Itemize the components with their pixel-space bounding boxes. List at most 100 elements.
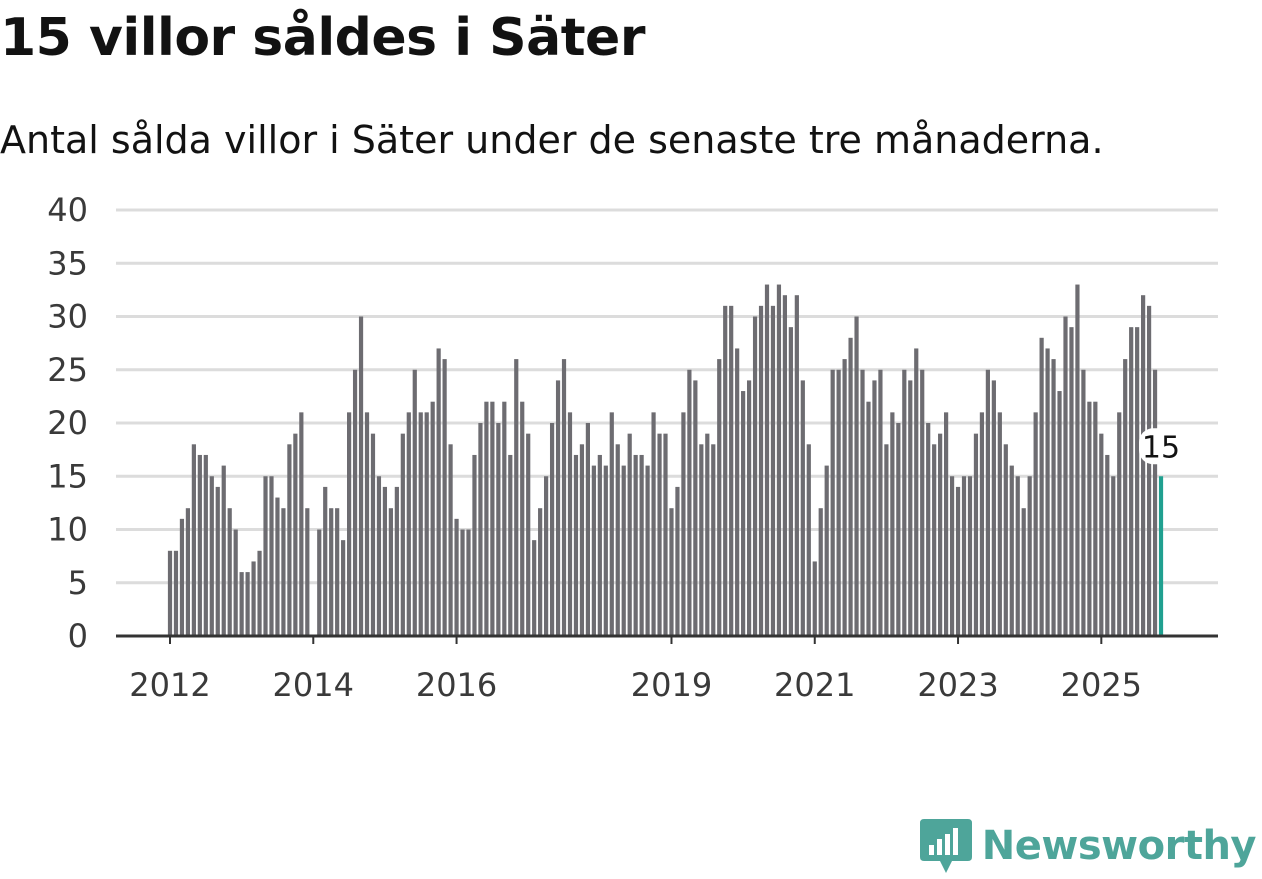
bar bbox=[723, 305, 728, 636]
bar bbox=[878, 369, 883, 636]
bar bbox=[561, 359, 567, 636]
bar bbox=[1045, 348, 1050, 636]
bar bbox=[209, 476, 214, 636]
bar bbox=[514, 359, 519, 636]
bar bbox=[532, 540, 537, 636]
x-tick-label: 2021 bbox=[774, 666, 855, 704]
bar bbox=[872, 380, 877, 636]
bar bbox=[1099, 433, 1104, 636]
chart-title: 15 villor såldes i Säter bbox=[0, 8, 645, 68]
bar bbox=[657, 433, 662, 636]
y-tick-label: 35 bbox=[47, 244, 88, 282]
bar bbox=[549, 423, 555, 636]
bar bbox=[388, 508, 393, 636]
bar bbox=[1003, 444, 1008, 636]
bar bbox=[341, 540, 346, 636]
x-tick-label: 2012 bbox=[129, 666, 210, 704]
bar bbox=[1081, 369, 1086, 636]
bar bbox=[1063, 316, 1068, 636]
bar bbox=[890, 412, 895, 636]
bar bbox=[335, 508, 340, 636]
bar bbox=[179, 518, 185, 636]
bar bbox=[1146, 305, 1152, 636]
bar bbox=[973, 433, 979, 636]
bar bbox=[502, 401, 507, 636]
newsworthy-logo: Newsworthy bbox=[918, 817, 1257, 875]
bar bbox=[412, 369, 417, 636]
bar bbox=[215, 486, 220, 636]
x-tick-label: 2014 bbox=[273, 666, 354, 704]
bar bbox=[448, 444, 453, 636]
bar bbox=[746, 380, 752, 636]
bar bbox=[203, 454, 208, 636]
bar bbox=[818, 508, 823, 636]
bar bbox=[711, 444, 716, 636]
bar bbox=[961, 476, 967, 636]
bar bbox=[1033, 412, 1038, 636]
bar bbox=[615, 444, 620, 636]
bar bbox=[352, 369, 358, 636]
bar bbox=[233, 529, 238, 636]
bar bbox=[812, 561, 817, 636]
bar bbox=[663, 433, 668, 636]
bar bbox=[275, 497, 280, 636]
bar bbox=[920, 369, 925, 636]
bar bbox=[782, 295, 788, 636]
bar bbox=[979, 412, 985, 636]
bar bbox=[376, 476, 382, 636]
bar bbox=[1093, 401, 1098, 636]
bar bbox=[287, 444, 292, 636]
bar bbox=[741, 391, 746, 636]
bar bbox=[794, 295, 799, 636]
bar bbox=[1021, 508, 1026, 636]
y-tick-label: 15 bbox=[47, 457, 88, 495]
bar bbox=[800, 380, 805, 636]
bar bbox=[621, 465, 626, 636]
bar bbox=[848, 337, 853, 636]
bar bbox=[585, 423, 590, 636]
y-tick-label: 30 bbox=[47, 298, 88, 336]
bar bbox=[824, 465, 829, 636]
bar bbox=[991, 380, 996, 636]
bar bbox=[693, 380, 698, 636]
bar bbox=[627, 433, 632, 636]
bar bbox=[884, 444, 889, 636]
bar bbox=[609, 412, 614, 636]
bar bbox=[579, 444, 585, 636]
bar bbox=[842, 359, 847, 636]
last-value-label: 15 bbox=[1142, 430, 1180, 465]
bar bbox=[1105, 454, 1110, 636]
bar bbox=[329, 508, 334, 636]
bar bbox=[508, 454, 513, 636]
bar bbox=[466, 529, 471, 636]
bar bbox=[1111, 476, 1116, 636]
bar bbox=[1123, 359, 1128, 636]
bar bbox=[496, 423, 501, 636]
bar bbox=[1069, 327, 1074, 636]
bar bbox=[1015, 476, 1020, 636]
bar bbox=[544, 476, 549, 636]
bar bbox=[197, 454, 202, 636]
bar bbox=[436, 348, 441, 636]
bar bbox=[484, 401, 489, 636]
bar bbox=[347, 412, 352, 636]
bar bbox=[1039, 337, 1044, 636]
x-tick-label: 2023 bbox=[917, 666, 998, 704]
bar bbox=[418, 412, 423, 636]
bar bbox=[591, 465, 596, 636]
bar bbox=[788, 327, 793, 636]
bar bbox=[305, 508, 310, 636]
bar bbox=[669, 508, 674, 636]
bar bbox=[938, 433, 943, 636]
annotation-bg bbox=[1139, 428, 1180, 465]
y-tick-label: 20 bbox=[47, 404, 88, 442]
bar-highlight bbox=[1158, 476, 1164, 636]
bar bbox=[896, 423, 901, 636]
bar bbox=[245, 572, 250, 636]
y-tick-label: 5 bbox=[68, 564, 88, 602]
bar bbox=[555, 380, 561, 636]
bar bbox=[269, 476, 274, 636]
bar bbox=[400, 433, 405, 636]
bar bbox=[949, 476, 955, 636]
bar bbox=[645, 465, 650, 636]
